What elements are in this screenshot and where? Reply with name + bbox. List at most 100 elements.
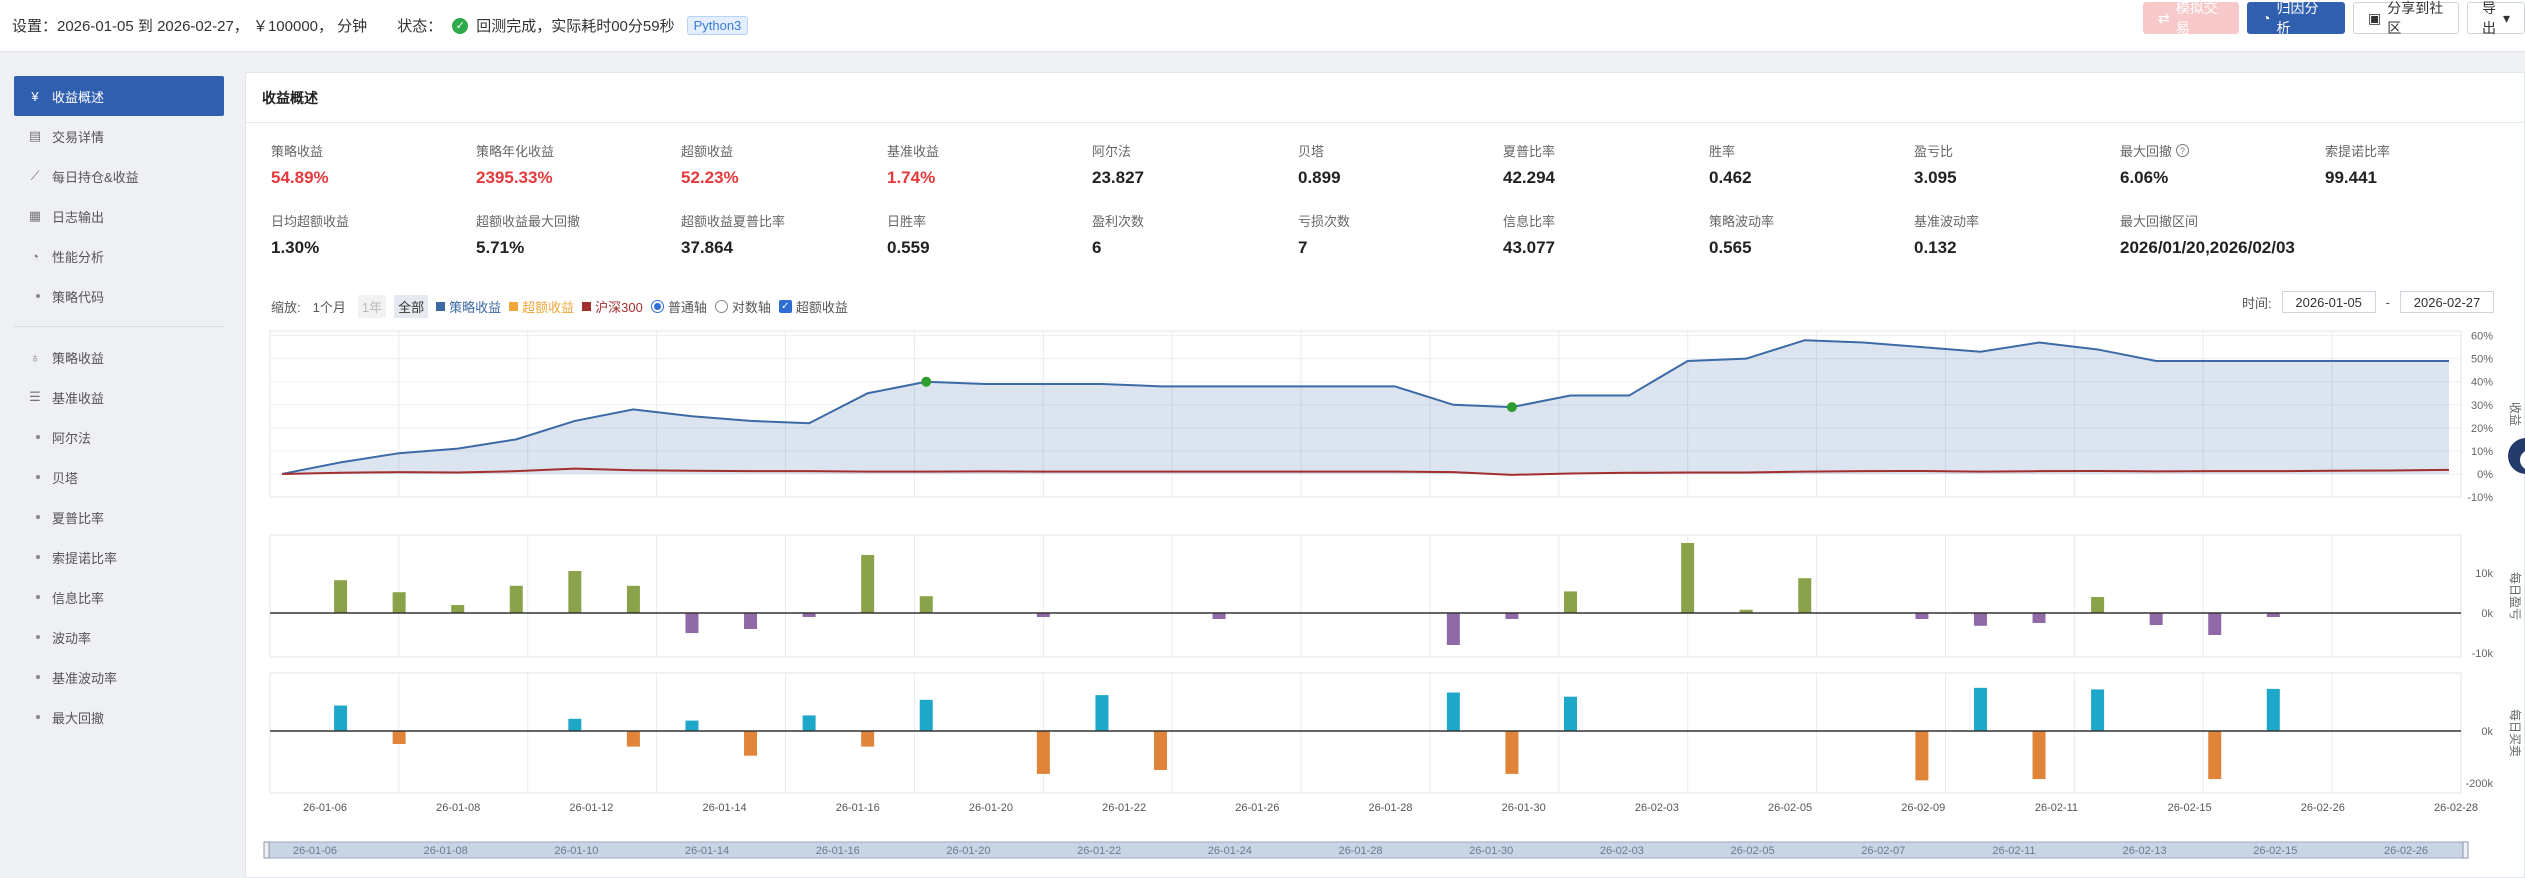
chart-icon: ⟋ (30, 168, 40, 183)
x-tick-label: 26-01-26 (1235, 802, 1279, 814)
pnl-bar (1563, 591, 1577, 613)
export-button[interactable]: 导出 ▾ (2467, 0, 2525, 36)
backtest-chart[interactable]: 60% 50% 40% 30% 20% 10% 0% -10% 收益 10k 0k -10k 每日盈亏 0… (246, 73, 2525, 878)
caret-down-icon: ▾ (2502, 9, 2510, 26)
navigator-label: 26-01-10 (554, 845, 598, 857)
trade-bar (2032, 731, 2046, 780)
y-tick-label: 40% (2471, 377, 2493, 389)
metric-win-count: 盈利次数 6 (1092, 214, 1145, 257)
metric-pl-ratio: 盈亏比 3.095 (1914, 144, 1957, 187)
x-tick-label: 26-01-14 (703, 802, 747, 814)
legend-hs300[interactable]: 沪深300 (582, 297, 643, 316)
x-tick-label: 26-01-16 (836, 802, 880, 814)
x-tick-label: 26-01-08 (436, 802, 480, 814)
zoom-1y-button[interactable]: 1年 (357, 295, 387, 318)
legend-strategy[interactable]: 策略收益 (436, 297, 501, 316)
pnl-bar (2091, 597, 2105, 613)
x-tick-label: 26-02-15 (2168, 802, 2212, 814)
sidebar-item-trade-detail[interactable]: ▤ 交易详情 (14, 116, 224, 156)
metric-sortino: 索提诺比率 99.441 (2325, 144, 2391, 187)
simulate-trade-button[interactable]: ⇄ 模拟交易 (2143, 0, 2239, 36)
bulb-icon: ♁ (30, 349, 40, 365)
navigator-label: 26-02-11 (1992, 845, 2035, 857)
time-label: 时间: (2242, 295, 2272, 311)
sidebar-item-beta[interactable]: 贝塔 (14, 457, 224, 497)
pnl-bar (1036, 613, 1050, 617)
sidebar-item-strategy-return[interactable]: ♁ 策略收益 (14, 337, 224, 377)
sidebar-item-max-drawdown[interactable]: 最大回撤 (14, 697, 224, 737)
end-date-input[interactable]: 2026-02-27 (2400, 291, 2494, 313)
sidebar-item-daily-position[interactable]: ⟋ 每日持仓&收益 (14, 156, 224, 196)
y-axis-label: 每日买卖 (2508, 709, 2523, 757)
trade-bar (1505, 731, 1519, 774)
trade-bar (2091, 689, 2105, 731)
y-axis-label: 收益 (2508, 402, 2522, 426)
overview-panel: 收益概述 策略收益 54.89% 策略年化收益 2395.33% 超额收益 52.23… (245, 72, 2525, 878)
hs300-line (281, 467, 2450, 476)
metric-annual-return: 策略年化收益 2395.33% (476, 144, 555, 187)
legend-swatch-icon (509, 302, 519, 311)
trade-bar (744, 731, 758, 756)
navigator-label: 26-02-15 (2253, 845, 2297, 857)
pnl-bar (2266, 613, 2280, 617)
trade-bar (861, 731, 875, 747)
chat-icon: ▣ (2368, 9, 2382, 26)
bullet-icon (36, 294, 40, 298)
pnl-bar (392, 592, 406, 613)
legend-excess[interactable]: 超额收益 (509, 297, 574, 316)
x-tick-label: 26-01-12 (569, 802, 613, 814)
y-axis-label: 每日盈亏 (2508, 572, 2523, 620)
strategy-line (281, 339, 2449, 475)
navigator-label: 26-02-03 (1600, 845, 1644, 857)
sidebar-item-benchmark-volatility[interactable]: 基准波动率 (14, 657, 224, 697)
x-tick-label: 26-01-06 (303, 802, 347, 814)
log-axis-radio[interactable]: 对数轴 (714, 297, 771, 316)
normal-axis-radio[interactable]: 普通轴 (650, 297, 707, 316)
sidebar-item-sharpe[interactable]: 夏普比率 (14, 497, 224, 537)
trade-bar (1973, 687, 1987, 731)
trade-bar (334, 705, 348, 731)
sidebar-item-code[interactable]: 策略代码 (14, 276, 224, 316)
navigator-label: 26-02-13 (2123, 845, 2167, 857)
y-tick-label: 0% (2477, 469, 2493, 481)
sidebar-item-log[interactable]: ▦ 日志输出 (14, 196, 224, 236)
log-icon: ▦ (28, 208, 42, 223)
sidebar-item-information[interactable]: 信息比率 (14, 577, 224, 617)
pnl-bar (509, 585, 523, 613)
sidebar-item-sortino[interactable]: 索提诺比率 (14, 537, 224, 577)
pnl-bar (2032, 613, 2046, 623)
sim-icon: ⇄ (2158, 9, 2170, 26)
bullet-icon (36, 635, 40, 639)
side-toggle-handle[interactable] (2508, 438, 2525, 474)
x-tick-label: 26-02-26 (2301, 802, 2345, 814)
y-tick-label: 50% (2471, 354, 2493, 366)
trade-bar (2208, 731, 2222, 780)
trade-bar (1446, 692, 1460, 731)
check-circle-icon: ✓ (452, 17, 469, 34)
sidebar-item-benchmark-return[interactable]: ☰ 基准收益 (14, 377, 224, 417)
zoom-all-button[interactable]: 全部 (394, 295, 429, 318)
start-date-input[interactable]: 2026-01-05 (2281, 291, 2376, 313)
plot-frame (269, 534, 2462, 658)
share-community-button[interactable]: ▣ 分享到社区 (2353, 0, 2459, 36)
metric-strategy-return: 策略收益 54.89% (271, 144, 329, 187)
y-tick-label: 10k (2475, 568, 2493, 580)
help-icon[interactable]: ? (2176, 144, 2190, 157)
sidebar-item-overview[interactable]: ¥ 收益概述 (14, 76, 224, 116)
metric-sharpe: 夏普比率 42.294 (1503, 144, 1556, 187)
trade-marker (921, 376, 932, 387)
pnl-bar (919, 596, 933, 613)
pnl-bar (568, 571, 582, 613)
pnl-bar (685, 613, 699, 633)
attribution-analysis-button[interactable]: ◔ 归因分析 (2247, 0, 2345, 36)
navigator-label: 26-02-26 (2384, 845, 2428, 857)
trade-bar (568, 718, 582, 731)
bullet-icon (36, 515, 40, 519)
sidebar-item-alpha[interactable]: 阿尔法 (14, 417, 224, 457)
sidebar-item-performance[interactable]: ◔ 性能分析 (14, 236, 224, 276)
navigator-label: 26-01-30 (1469, 845, 1513, 857)
checkbox-checked-icon: ✓ (778, 300, 792, 313)
excess-checkbox[interactable]: ✓ 超额收益 (778, 297, 848, 316)
zoom-1m-button[interactable]: 1个月 (312, 300, 346, 315)
sidebar-item-volatility[interactable]: 波动率 (14, 617, 224, 657)
